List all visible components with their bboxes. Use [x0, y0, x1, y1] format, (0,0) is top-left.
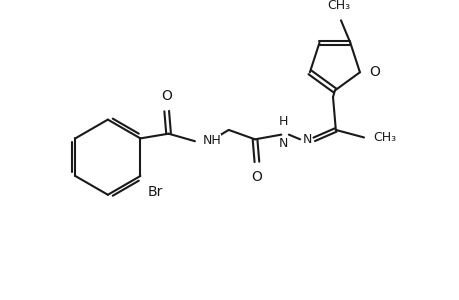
Text: O: O	[369, 65, 379, 79]
Text: Br: Br	[148, 185, 163, 200]
Text: CH₃: CH₃	[373, 131, 396, 144]
Text: O: O	[251, 170, 262, 184]
Text: NH: NH	[202, 134, 221, 147]
Text: N: N	[302, 133, 312, 146]
Text: O: O	[161, 89, 172, 103]
Text: H: H	[278, 115, 287, 128]
Text: CH₃: CH₃	[327, 0, 350, 12]
Text: N: N	[278, 136, 287, 149]
